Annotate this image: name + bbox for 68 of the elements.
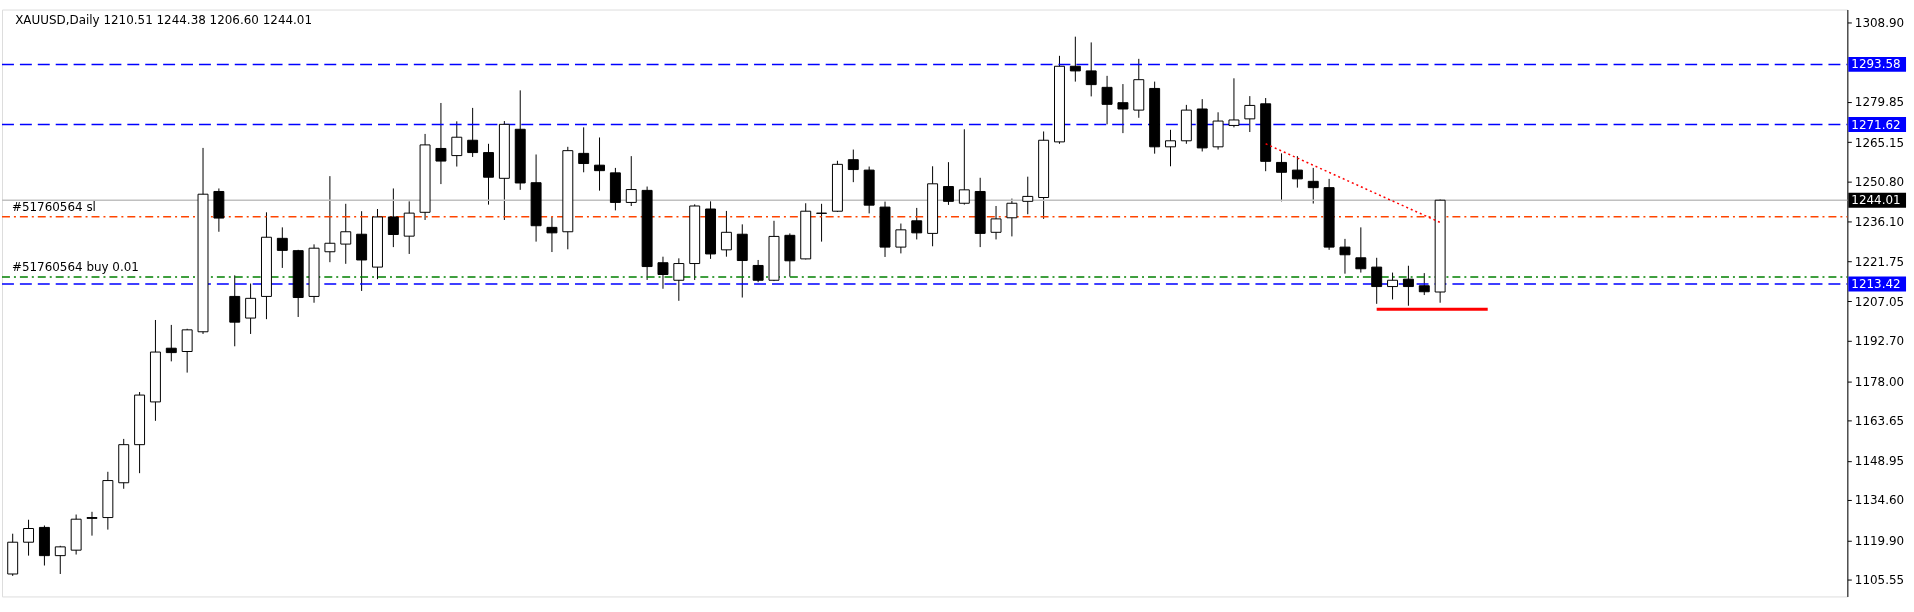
ref-line-label: 1244.01: [1851, 193, 1901, 208]
candlestick: [1402, 265, 1414, 307]
candlestick: [895, 223, 907, 254]
candlestick: [1006, 198, 1018, 237]
candlestick: [467, 107, 479, 158]
ref-line-label: 1213.42: [1851, 277, 1901, 292]
candlestick: [1291, 155, 1303, 189]
y-tick-label: 1119.90: [1854, 533, 1905, 548]
ref-line-label: #51760564 buy 0.01: [11, 260, 139, 274]
candlestick: [752, 259, 764, 283]
y-tick-label: 1207.05: [1854, 294, 1905, 309]
candlestick: [1022, 176, 1034, 215]
candlestick: [1371, 257, 1383, 305]
candlestick: [276, 226, 288, 269]
candlestick: [625, 155, 637, 207]
candlestick: [990, 205, 1002, 240]
candlestick: [958, 128, 970, 206]
y-tick-label: 1250.80: [1854, 175, 1905, 190]
candlestick: [720, 210, 732, 258]
candlestick: [1101, 75, 1113, 125]
candlestick: [673, 257, 685, 302]
candlestick: [387, 187, 399, 248]
candlestick: [942, 161, 954, 206]
ref-line-label: 1293.58: [1851, 57, 1901, 72]
candlestick: [1085, 41, 1097, 97]
y-tick-label: 1236.10: [1854, 215, 1905, 230]
candlestick: [23, 519, 35, 557]
candlestick: [1117, 83, 1129, 134]
y-tick-label: 1308.90: [1854, 15, 1905, 30]
ref-line-label: 1271.62: [1851, 117, 1901, 132]
candlestick: [657, 256, 669, 290]
candlestick: [1418, 272, 1430, 296]
candlestick: [1244, 95, 1256, 133]
y-tick-label: 1178.00: [1854, 374, 1905, 389]
candlestick: [546, 216, 558, 253]
y-tick-label: 1192.70: [1854, 334, 1905, 349]
candlestick: [245, 283, 257, 335]
candlestick: [1069, 36, 1081, 83]
candlestick: [403, 200, 415, 255]
candlestick: [1307, 167, 1319, 205]
y-tick-label: 1105.55: [1854, 573, 1905, 588]
candlestick: [1387, 272, 1399, 300]
candlestick: [816, 203, 828, 243]
candlestick: [86, 511, 98, 537]
candlestick: [165, 324, 177, 362]
candlestick: [911, 207, 923, 240]
y-tick-label: 1221.75: [1854, 254, 1905, 269]
candlestick: [451, 120, 463, 168]
y-tick-label: 1134.60: [1854, 493, 1905, 508]
candlestick: [324, 175, 336, 263]
candlestick: [1339, 238, 1351, 275]
y-tick-label: 1163.65: [1854, 413, 1905, 428]
y-tick-label: 1148.95: [1854, 454, 1905, 469]
candlestick: [1276, 152, 1287, 202]
candlestick: [54, 545, 66, 575]
candlestick: [1228, 77, 1240, 128]
candlestick: [847, 149, 859, 183]
candlestick: [181, 328, 193, 374]
ref-line-label: #51760564 sl: [11, 199, 96, 214]
y-tick-label: 1279.85: [1854, 95, 1905, 110]
chart-title: XAUUSD,Daily 1210.51 1244.38 1206.60 1244.01: [15, 13, 313, 28]
candlestick: [1165, 129, 1176, 167]
candlestick: [578, 126, 590, 173]
candlestick: [1355, 226, 1367, 274]
candlestick: [435, 102, 447, 185]
candlestick: [594, 137, 605, 192]
candlestick: [340, 203, 352, 265]
y-tick-label: 1265.15: [1854, 135, 1905, 150]
